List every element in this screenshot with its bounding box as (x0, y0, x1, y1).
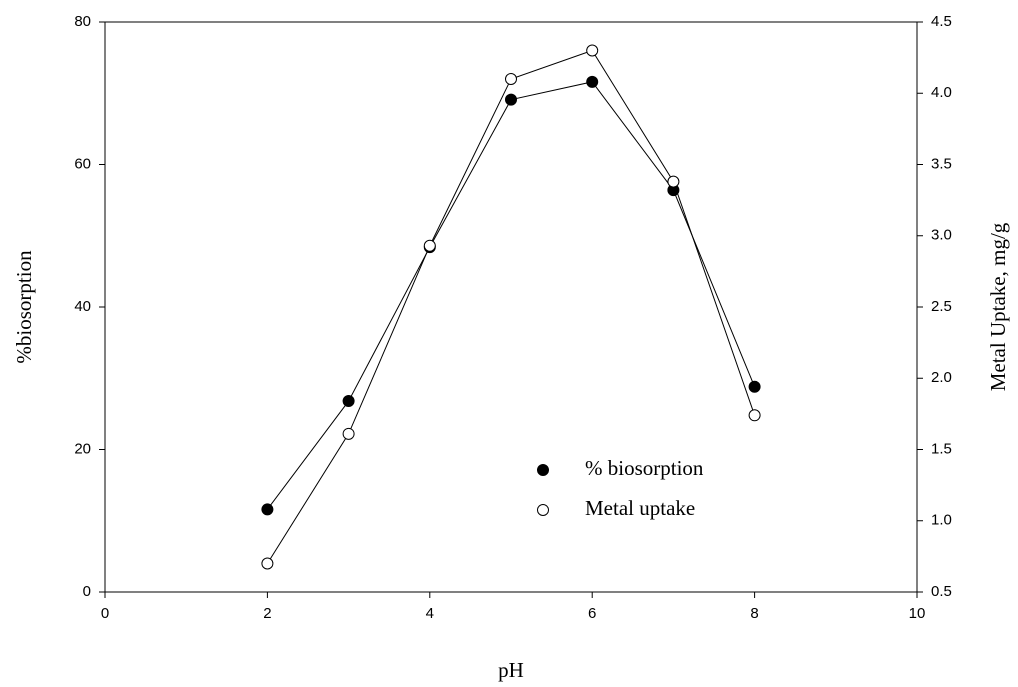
data-point (261, 503, 274, 516)
x-tick-label: 0 (101, 605, 109, 622)
y-tick-label: 40 (74, 298, 91, 315)
y2-tick-label: 4.5 (931, 13, 952, 30)
x-tick-label: 4 (426, 605, 434, 622)
data-point (261, 557, 274, 570)
y2-tick-label: 1.5 (931, 440, 952, 457)
y-tick-label: 60 (74, 155, 91, 172)
y2-tick-label: 4.0 (931, 84, 952, 101)
y-tick-label: 0 (83, 583, 91, 600)
data-point (423, 239, 436, 252)
y2-tick-label: 3.0 (931, 227, 952, 244)
y2-tick-label: 2.0 (931, 369, 952, 386)
data-point (586, 44, 599, 57)
legend-marker (537, 464, 549, 476)
plot-frame (104, 21, 918, 593)
series-line (266, 49, 756, 564)
legend-marker (537, 504, 549, 516)
y-axis-title: %biosorption (12, 250, 36, 364)
x-tick-label: 10 (909, 605, 926, 622)
data-point (342, 427, 355, 440)
data-point (505, 93, 517, 106)
y2-tick-label: 1.0 (931, 512, 952, 529)
legend-label: % biosorption (585, 456, 704, 480)
data-point (667, 175, 680, 188)
y2-tick-label: 3.5 (931, 155, 952, 172)
data-point (586, 75, 599, 88)
x-tick-label: 8 (750, 605, 758, 622)
x-tick-label: 6 (588, 605, 596, 622)
legend-label: Metal uptake (585, 496, 695, 520)
data-point (342, 395, 355, 408)
y2-tick-label: 0.5 (931, 583, 952, 600)
y2-axis-title: Metal Uptake, mg/g (986, 222, 1010, 391)
data-point (505, 73, 517, 85)
series-line (266, 81, 756, 510)
data-point (748, 409, 761, 422)
y-tick-label: 20 (74, 440, 91, 457)
data-point (748, 380, 761, 393)
x-axis-title: pH (498, 658, 524, 682)
y2-tick-label: 2.5 (931, 298, 952, 315)
x-tick-label: 2 (263, 605, 271, 622)
y-tick-label: 80 (74, 13, 91, 30)
